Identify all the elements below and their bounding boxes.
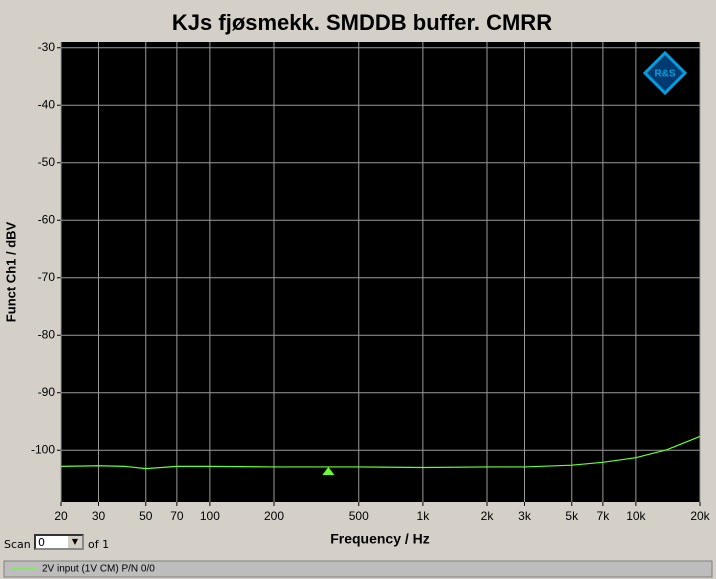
x-tick-label: 7k: [597, 509, 611, 523]
x-tick-label: 70: [170, 509, 184, 523]
plot-area: [61, 42, 700, 502]
y-tick-label: -60: [38, 212, 56, 226]
x-tick-label: 200: [264, 509, 284, 523]
x-tick-label: 10k: [626, 509, 646, 523]
x-tick-label: 5k: [565, 509, 579, 523]
x-tick-label: 3k: [518, 509, 532, 523]
y-tick-label: -100: [31, 442, 55, 456]
y-tick-label: -70: [38, 270, 56, 284]
dropdown-arrow[interactable]: ▼: [68, 536, 82, 548]
scan-select[interactable]: 0 ▼: [34, 534, 84, 550]
x-tick-label: 100: [200, 509, 220, 523]
scan-value: 0: [38, 536, 45, 549]
x-axis-label: Frequency / Hz: [330, 531, 430, 547]
logo-text: R&S: [654, 69, 675, 80]
scan-of-label: of 1: [88, 538, 110, 551]
chart-title: KJs fjøsmekk. SMDDB buffer. CMRR: [172, 10, 552, 35]
x-tick-label: 1k: [417, 509, 431, 523]
x-tick-label: 50: [139, 509, 153, 523]
x-tick-label: 500: [349, 509, 369, 523]
y-tick-label: -40: [38, 97, 56, 111]
x-tick-label: 2k: [481, 509, 495, 523]
x-tick-label: 30: [92, 509, 106, 523]
y-axis-label: Funct Ch1 / dBV: [3, 221, 18, 322]
y-tick-label: -30: [38, 40, 56, 54]
scan-label: Scan: [4, 538, 31, 551]
legend-box: [3, 560, 713, 578]
legend-label: 2V input (1V CM) P/N 0/0: [42, 564, 155, 575]
x-tick-label: 20: [54, 509, 68, 523]
y-tick-label: -50: [38, 155, 56, 169]
x-tick-label: 20k: [690, 509, 710, 523]
series-line: [60, 435, 701, 470]
logo-diamond: [642, 50, 688, 96]
y-tick-label: -80: [38, 327, 56, 341]
y-tick-label: -90: [38, 385, 56, 399]
cursor-marker: [322, 466, 335, 475]
